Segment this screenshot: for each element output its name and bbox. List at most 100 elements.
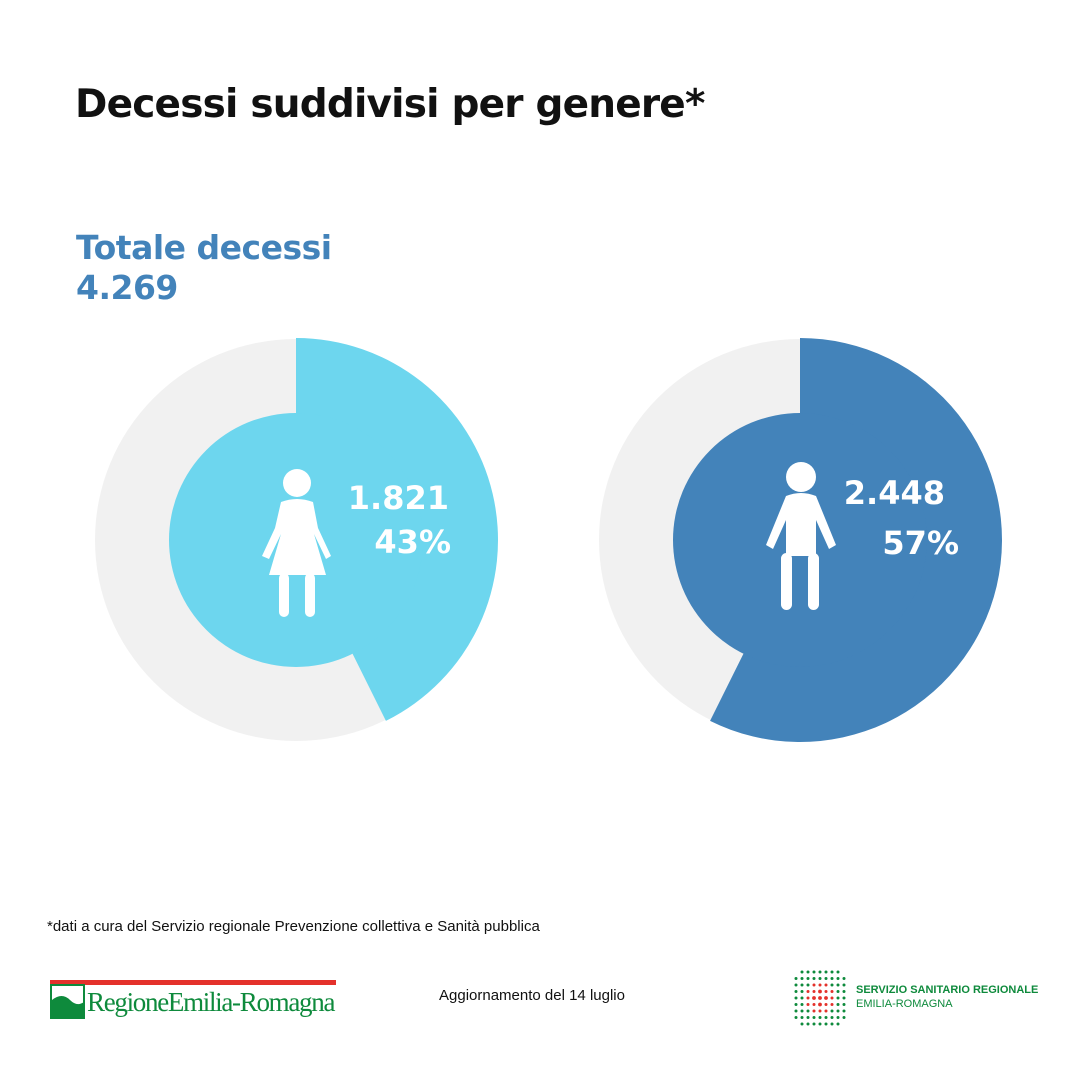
ssr-dot	[824, 983, 828, 987]
ssr-dot	[818, 1009, 822, 1013]
ssr-dot	[806, 983, 810, 987]
ssr-dot	[842, 996, 846, 1000]
ssr-dot	[842, 990, 846, 993]
ssr-dot	[806, 970, 810, 974]
ssr-dot	[842, 1009, 846, 1013]
ssr-dot	[824, 996, 828, 1000]
ssr-dot	[806, 1009, 810, 1013]
ssr-dot	[794, 983, 798, 987]
ssr-dot	[836, 990, 840, 993]
total-deaths-value: 4.269	[76, 268, 178, 307]
female-percent-label: 43%	[374, 523, 451, 561]
ssr-dot	[794, 1003, 798, 1006]
ssr-dot	[818, 1016, 822, 1019]
logo-red-bar	[50, 980, 336, 985]
ssr-dot	[800, 1009, 804, 1013]
ssr-dot	[794, 996, 798, 1000]
regione-logo-text: RegioneEmilia-Romagna	[87, 987, 335, 1017]
ssr-dot	[806, 996, 810, 1000]
ssr-dot	[818, 983, 822, 987]
ssr-dot	[800, 970, 804, 974]
ssr-dot	[830, 970, 834, 974]
page-title: Decessi suddivisi per genere*	[75, 82, 705, 127]
ssr-dot	[824, 970, 828, 974]
female-person-icon	[262, 469, 331, 617]
ssr-dot	[824, 1009, 828, 1013]
ssr-dot	[830, 1009, 834, 1013]
flag-wave	[52, 996, 84, 1018]
update-date: Aggiornamento del 14 luglio	[439, 987, 625, 1004]
ssr-dot	[800, 1016, 804, 1019]
ssr-dot	[812, 1003, 816, 1006]
ssr-dot	[830, 1022, 834, 1026]
ssr-dot	[818, 1022, 822, 1026]
ssr-dot	[794, 1016, 798, 1019]
ssr-dot	[800, 977, 804, 980]
ssr-dot	[836, 977, 840, 980]
ssr-dot	[812, 977, 816, 980]
ssr-dot	[818, 989, 822, 994]
ssr-dot	[800, 990, 804, 993]
ssr-dot	[824, 1022, 828, 1026]
male-percent-label: 57%	[882, 524, 959, 562]
ssr-dot	[836, 1009, 840, 1013]
ssr-logo-line1: SERVIZIO SANITARIO REGIONALE	[856, 984, 1039, 996]
ssr-dot	[794, 990, 798, 993]
chart-female: 1.821 43%	[95, 338, 499, 741]
ssr-dot	[842, 983, 846, 987]
ssr-dot	[836, 1003, 840, 1006]
ssr-dot	[794, 1009, 798, 1013]
ssr-dot	[824, 1016, 828, 1019]
total-deaths: Totale decessi 4.269	[76, 228, 332, 308]
ssr-dot	[836, 996, 840, 1000]
ssr-dot	[842, 1003, 846, 1006]
ssr-dot	[794, 977, 798, 980]
ssr-dot	[836, 1022, 840, 1026]
ssr-dot	[824, 990, 828, 993]
regione-flag-icon	[50, 984, 85, 1019]
male-person-icon	[766, 462, 836, 610]
female-count-label: 1.821	[348, 479, 449, 517]
ssr-dot	[830, 990, 834, 993]
ssr-dot	[806, 977, 810, 980]
servizio-sanitario-logo: SERVIZIO SANITARIO REGIONALE EMILIA-ROMA…	[792, 968, 1062, 1028]
ssr-dot	[812, 983, 816, 987]
ssr-dot	[836, 983, 840, 987]
ssr-logo-line2: EMILIA-ROMAGNA	[856, 998, 953, 1010]
ssr-dot	[812, 996, 816, 1000]
ssr-dot	[806, 990, 810, 993]
ssr-dot	[818, 977, 822, 980]
ssr-dot	[812, 1009, 816, 1013]
total-deaths-label: Totale decessi	[76, 228, 332, 267]
ssr-dot	[830, 1016, 834, 1019]
ssr-dot	[812, 990, 816, 993]
charts-area: 1.821 43% 2.448 57%	[95, 338, 1002, 742]
ssr-dots-icon	[794, 970, 846, 1026]
chart-male: 2.448 57%	[599, 338, 1002, 742]
ssr-dot	[830, 1003, 834, 1006]
male-count-label: 2.448	[844, 474, 945, 512]
ssr-dot	[800, 983, 804, 987]
ssr-dot	[836, 1016, 840, 1019]
ssr-dot	[800, 1022, 804, 1026]
ssr-dot	[812, 1016, 816, 1019]
ssr-dot	[830, 996, 834, 1000]
ssr-dot	[818, 1002, 822, 1007]
footnote: *dati a cura del Servizio regionale Prev…	[47, 918, 540, 935]
ssr-dot	[824, 977, 828, 980]
ssr-dot	[806, 1022, 810, 1026]
ssr-dot	[818, 996, 822, 1000]
ssr-dot	[830, 983, 834, 987]
ssr-dot	[836, 970, 840, 974]
ssr-dot	[806, 1016, 810, 1019]
ssr-dot	[800, 996, 804, 1000]
ssr-dot	[842, 977, 846, 980]
regione-emilia-romagna-logo: RegioneEmilia-Romagna	[50, 980, 340, 1025]
ssr-dot	[812, 970, 816, 974]
ssr-dot	[842, 1016, 846, 1019]
ssr-dot	[806, 1003, 810, 1006]
ssr-dot	[830, 977, 834, 980]
ssr-dot	[818, 970, 822, 974]
ssr-dot	[800, 1003, 804, 1006]
ssr-dot	[812, 1022, 816, 1026]
